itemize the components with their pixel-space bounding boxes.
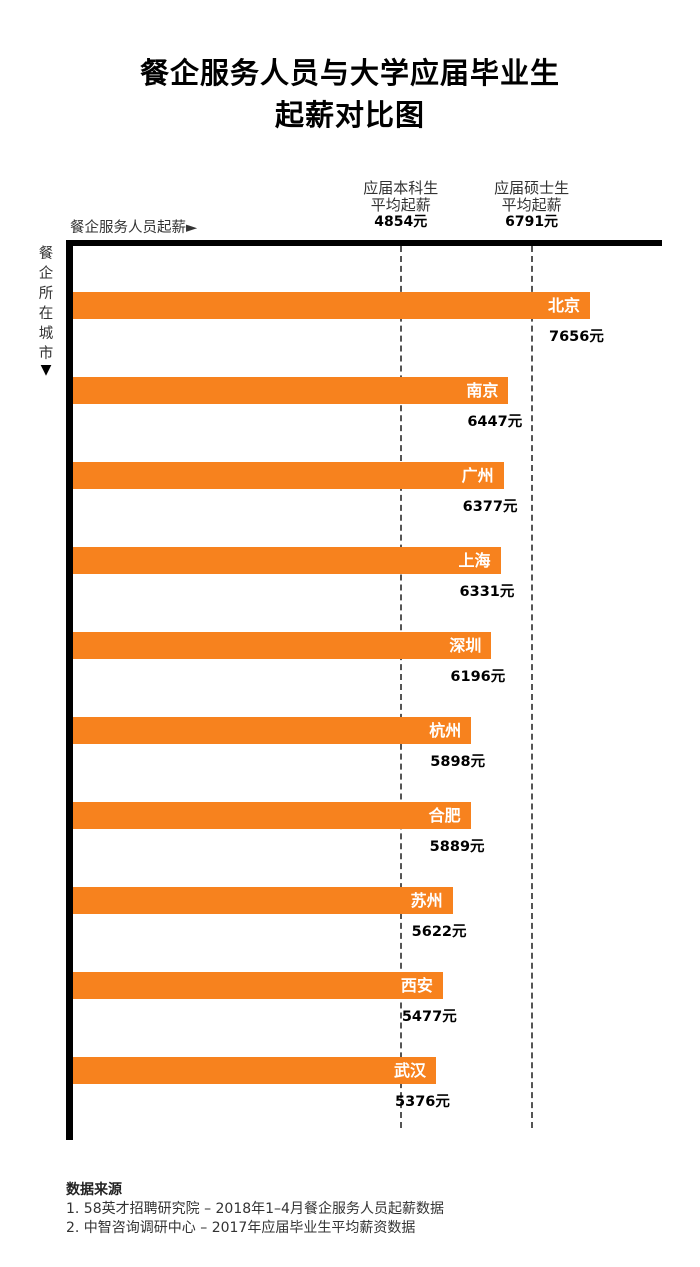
bar: 西安: [73, 972, 443, 999]
bar: 苏州: [73, 887, 453, 914]
bar-category-label: 苏州: [410, 891, 443, 910]
bar-category-label: 杭州: [429, 721, 462, 740]
bar: 杭州: [73, 717, 472, 744]
x-axis-line: [66, 240, 662, 246]
bar-value-label: 6196元: [450, 669, 506, 685]
bar-value-label: 5889元: [429, 839, 485, 855]
x-axis-label: 餐企服务人员起薪►: [70, 220, 198, 236]
reference-label-bachelor: 应届本科生 平均起薪 4854元: [326, 180, 476, 231]
bar-category-label: 广州: [461, 466, 494, 485]
reference-line2: 平均起薪: [501, 196, 562, 214]
bar: 广州: [73, 462, 504, 489]
reference-label-master: 应届硕士生 平均起薪 6791元: [457, 180, 607, 231]
y-axis-label: 餐企所在城市: [38, 246, 54, 362]
bar-category-label: 西安: [400, 976, 433, 995]
chart-title-line-1: 餐企服务人员与大学应届毕业生: [139, 56, 560, 90]
bar-category-label: 武汉: [394, 1061, 427, 1080]
bar-value-label: 6331元: [459, 584, 515, 600]
reference-value: 4854元: [374, 214, 428, 230]
reference-line: [399, 246, 402, 1128]
bar-value-label: 5898元: [430, 754, 486, 770]
reference-line: [530, 246, 533, 1128]
y-axis-arrow-icon: ▼: [40, 362, 52, 378]
bar-value-label: 7656元: [549, 329, 604, 345]
bar-category-label: 北京: [547, 296, 580, 315]
data-source-2: 2. 中智咨询调研中心 – 2017年应届毕业生平均薪资数据: [66, 1220, 416, 1236]
bar-category-label: 合肥: [428, 806, 461, 825]
bar: 北京: [73, 292, 590, 319]
data-source-title: 数据来源: [66, 1182, 122, 1198]
bar: 南京: [73, 377, 509, 404]
reference-line1: 应届本科生: [363, 179, 439, 197]
data-source-1: 1. 58英才招聘研究院 – 2018年1–4月餐企服务人员起薪数据: [66, 1201, 444, 1217]
bar-category-label: 上海: [458, 551, 491, 570]
bar-value-label: 5477元: [401, 1009, 457, 1025]
bar-value-label: 5622元: [411, 924, 467, 940]
bar: 武汉: [73, 1057, 437, 1084]
bar-value-label: 6447元: [467, 414, 523, 430]
bar: 上海: [73, 547, 501, 574]
reference-line2: 平均起薪: [370, 196, 431, 214]
bar-category-label: 深圳: [449, 636, 482, 655]
chart-title-line-2: 起薪对比图: [274, 98, 425, 132]
bar-category-label: 南京: [466, 381, 499, 400]
bar-value-label: 5376元: [395, 1094, 450, 1110]
bar: 深圳: [73, 632, 492, 659]
y-axis-line: [66, 240, 73, 1140]
reference-line1: 应届硕士生: [494, 179, 570, 197]
reference-value: 6791元: [505, 214, 559, 230]
bar-value-label: 6377元: [462, 499, 518, 515]
bar: 合肥: [73, 802, 471, 829]
data-source: 数据来源 1. 58英才招聘研究院 – 2018年1–4月餐企服务人员起薪数据 …: [66, 1181, 444, 1238]
